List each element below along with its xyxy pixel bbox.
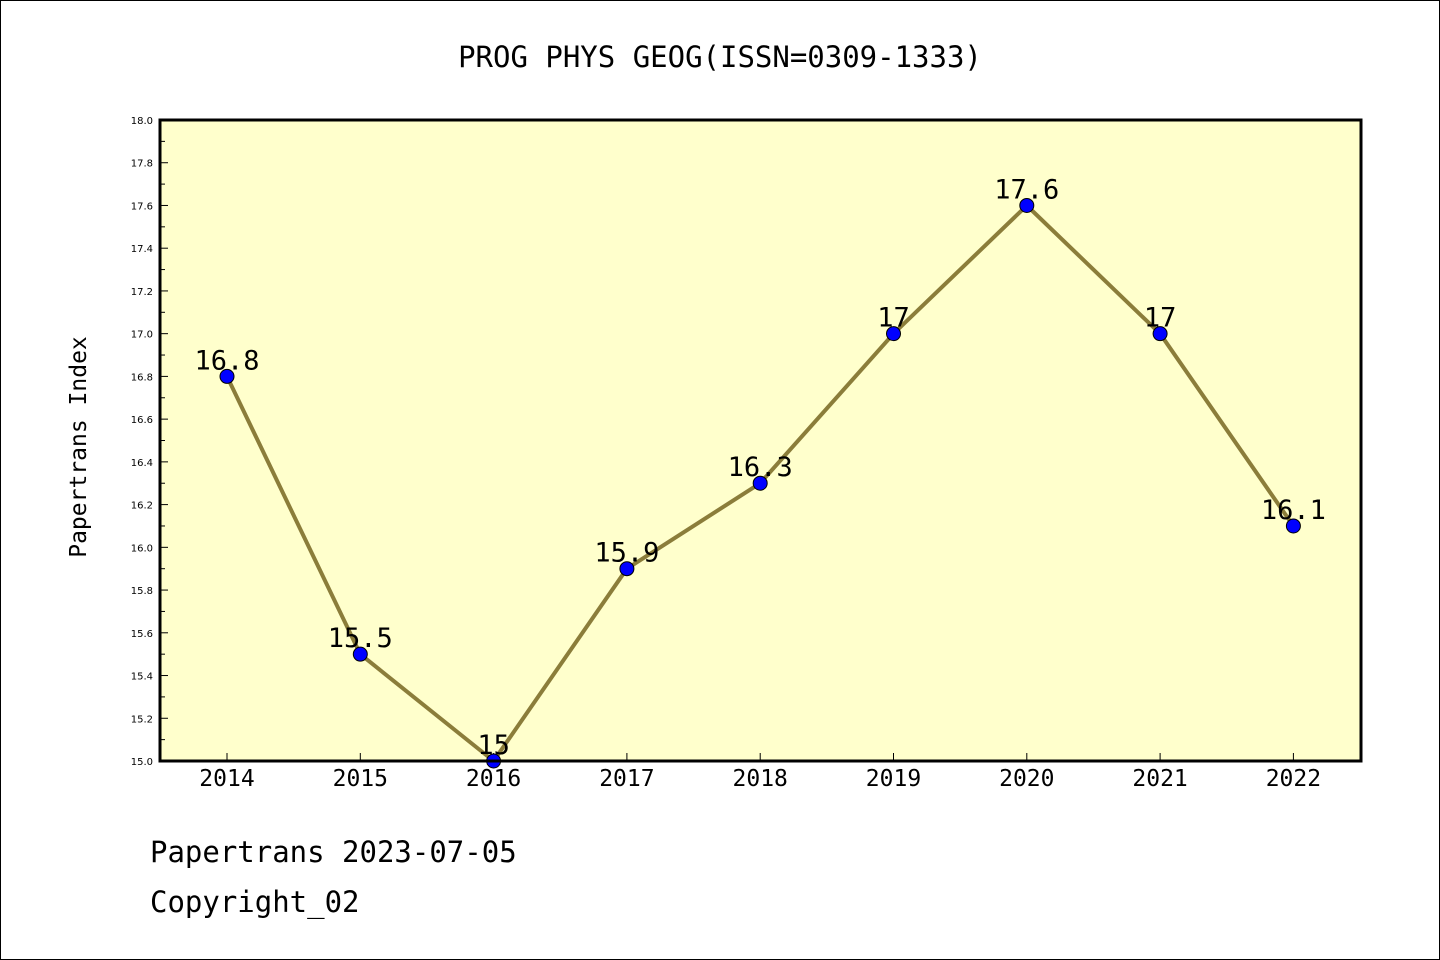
data-point-marker: [352, 646, 368, 662]
series-group: 16.8 15.5 15 15.9 16.3 17 17.6 17 16.1: [194, 174, 1326, 769]
chart-title: PROG PHYS GEOG(ISSN=0309-1333): [458, 40, 982, 74]
y-tick-label: 16.2: [131, 501, 153, 512]
y-tick-label: 15.0: [131, 757, 153, 768]
y-tick-label: 15.2: [131, 714, 153, 725]
y-tick-label: 16.4: [131, 458, 153, 469]
x-tick-label: 2019: [866, 766, 921, 792]
y-tick-label: 17.6: [131, 201, 153, 212]
x-tick-label: 2021: [1132, 766, 1187, 792]
y-tick-label: 16.8: [131, 372, 153, 383]
y-tick-label: 16.6: [131, 415, 153, 426]
footer-copyright: Copyright_02: [150, 885, 360, 919]
y-axis-ticks: 15.0 15.2 15.4 15.6 15.8 16.0 16.2 16.4 16.6 16.8…: [131, 116, 168, 768]
data-value-label: 17: [877, 303, 910, 334]
y-tick-label: 15.4: [131, 672, 153, 683]
x-tick-label: 2018: [733, 766, 788, 792]
x-tick-label: 2016: [466, 766, 521, 792]
data-point-marker: [219, 368, 235, 384]
data-point-marker: [886, 326, 901, 342]
x-tick-label: 2022: [1266, 766, 1321, 792]
plot-area: [160, 120, 1361, 761]
y-tick-label: 17.2: [131, 287, 153, 298]
data-point-marker: [1285, 518, 1301, 534]
y-tick-label: 17.8: [131, 159, 153, 170]
data-point-marker: [752, 475, 768, 491]
y-tick-label: 15.6: [131, 629, 153, 640]
y-axis-label: Papertrans Index: [66, 336, 92, 558]
data-point-marker: [1152, 326, 1168, 342]
data-value-label: 16.8: [194, 345, 259, 376]
x-axis-ticks: 2014 2015 2016 2017 2018 2019 2020 2021 2022: [199, 753, 1321, 792]
x-tick-label: 2014: [199, 766, 254, 792]
y-tick-label: 16.0: [131, 543, 153, 554]
data-point-marker: [619, 561, 635, 577]
data-value-label: 15: [477, 730, 510, 761]
data-point-marker: [1019, 197, 1035, 213]
data-value-label: 16.3: [728, 452, 793, 483]
data-value-label: 15.5: [328, 623, 393, 654]
x-tick-label: 2017: [599, 766, 654, 792]
data-value-label: 15.9: [594, 538, 659, 569]
data-value-label: 17.6: [994, 174, 1059, 205]
y-tick-label: 17.4: [131, 244, 153, 255]
data-value-label: 17: [1144, 303, 1177, 334]
y-tick-label: 15.8: [131, 586, 153, 597]
y-tick-label: 18.0: [131, 116, 153, 127]
y-tick-label: 17.0: [131, 330, 153, 341]
data-value-label: 16.1: [1261, 495, 1326, 526]
x-tick-label: 2015: [333, 766, 388, 792]
footer-date: Papertrans 2023-07-05: [150, 835, 517, 869]
plot-border: [158, 118, 1363, 763]
x-tick-label: 2020: [999, 766, 1054, 792]
